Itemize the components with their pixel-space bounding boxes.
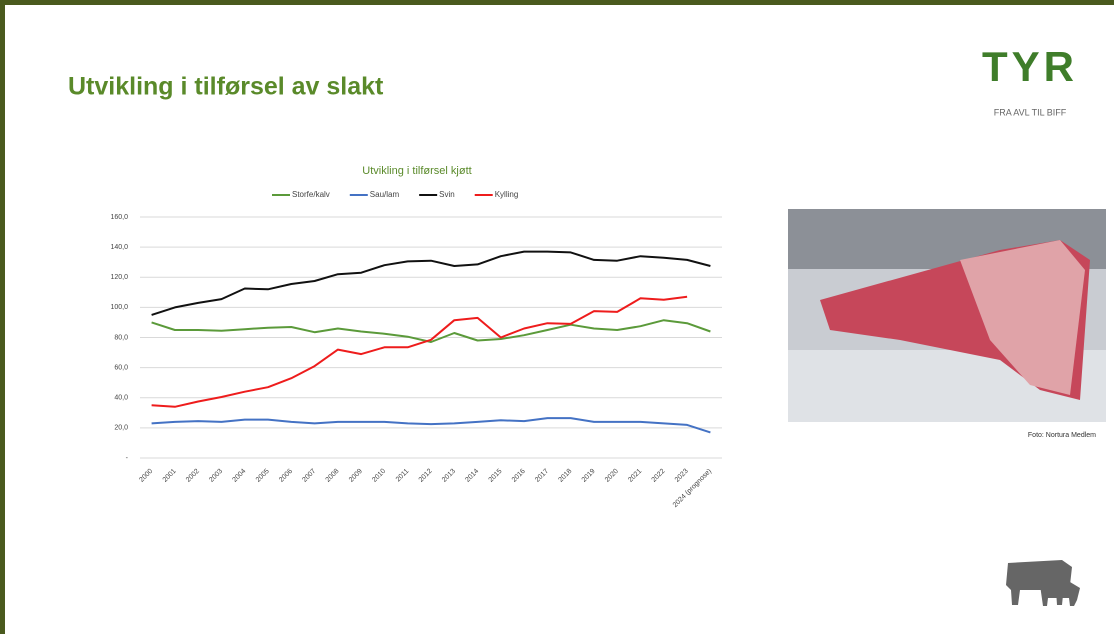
y-tick-label: 160,0 — [110, 214, 128, 221]
series-line — [151, 295, 688, 408]
y-tick-label: 100,0 — [110, 304, 128, 311]
cow-icon — [1006, 560, 1080, 606]
series-line — [151, 319, 711, 343]
photo-meat-light — [960, 240, 1085, 395]
y-tick-label: 40,0 — [114, 395, 128, 402]
series-line — [151, 250, 711, 316]
y-tick-label: 80,0 — [114, 334, 128, 341]
photo-caption: Foto: Nortura Medlem — [1028, 432, 1096, 439]
legend-label: Svin — [439, 190, 455, 199]
y-tick-label: 140,0 — [110, 244, 128, 251]
photo — [788, 209, 1106, 422]
slide-title: Utvikling i tilførsel av slakt — [68, 73, 384, 101]
chart-title: Utvikling i tilførsel kjøtt — [362, 165, 471, 177]
tagline: FRA AVL TIL BIFF — [994, 107, 1067, 117]
y-tick-label: 60,0 — [114, 364, 128, 371]
y-tick-label: 120,0 — [110, 274, 128, 281]
logo: TYR — [982, 43, 1078, 90]
frame-left — [0, 0, 5, 634]
y-tick-label: - — [126, 455, 129, 462]
legend-label: Sau/lam — [370, 190, 400, 199]
series-line — [151, 417, 711, 434]
legend-label: Storfe/kalv — [292, 190, 330, 199]
y-tick-label: 20,0 — [114, 425, 128, 432]
frame-top — [0, 0, 1114, 5]
legend-label: Kylling — [495, 190, 519, 199]
